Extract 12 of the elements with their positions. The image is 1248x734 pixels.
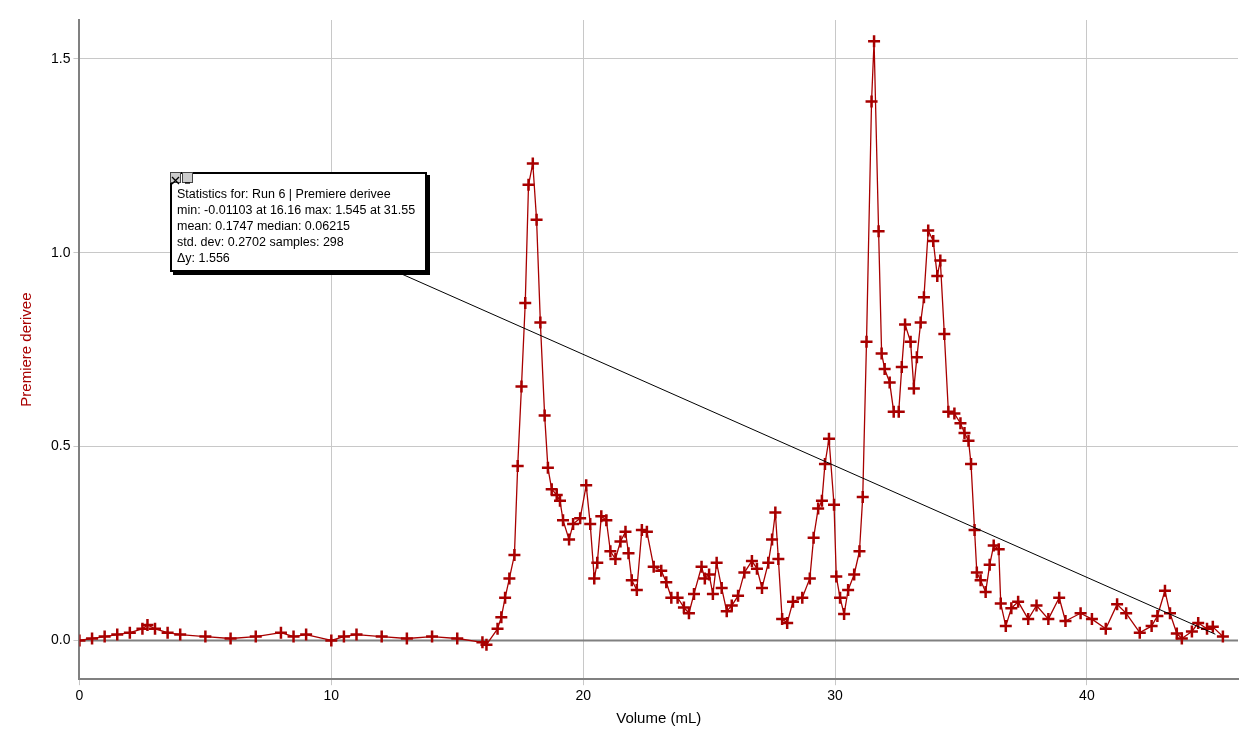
y-tick-label: 0.5 [50, 437, 71, 454]
x-tick-label: 40 [1079, 687, 1095, 704]
x-tick-label: 0 [75, 687, 84, 704]
x-tick-label: 10 [323, 687, 340, 704]
y-tick-label: 0.0 [50, 631, 71, 648]
x-axis-title: Volume (mL) [616, 709, 702, 727]
x-tick-label: 20 [575, 687, 592, 704]
y-tick-label: 1.5 [50, 49, 71, 66]
x-tick-label: 30 [827, 687, 844, 704]
y-tick-label: 1.0 [50, 243, 71, 260]
y-axis-title: Premiere derivee [17, 292, 35, 407]
annotation: Statistics for: Run 6 | Premiere derivee min: -0.01103 at 16.16 max: 1.545 at 31.55 mean: 0.1747 median: 0.06215 std. dev: 0.2702 samples: 298 Δy: 1.556 [170, 172, 428, 272]
